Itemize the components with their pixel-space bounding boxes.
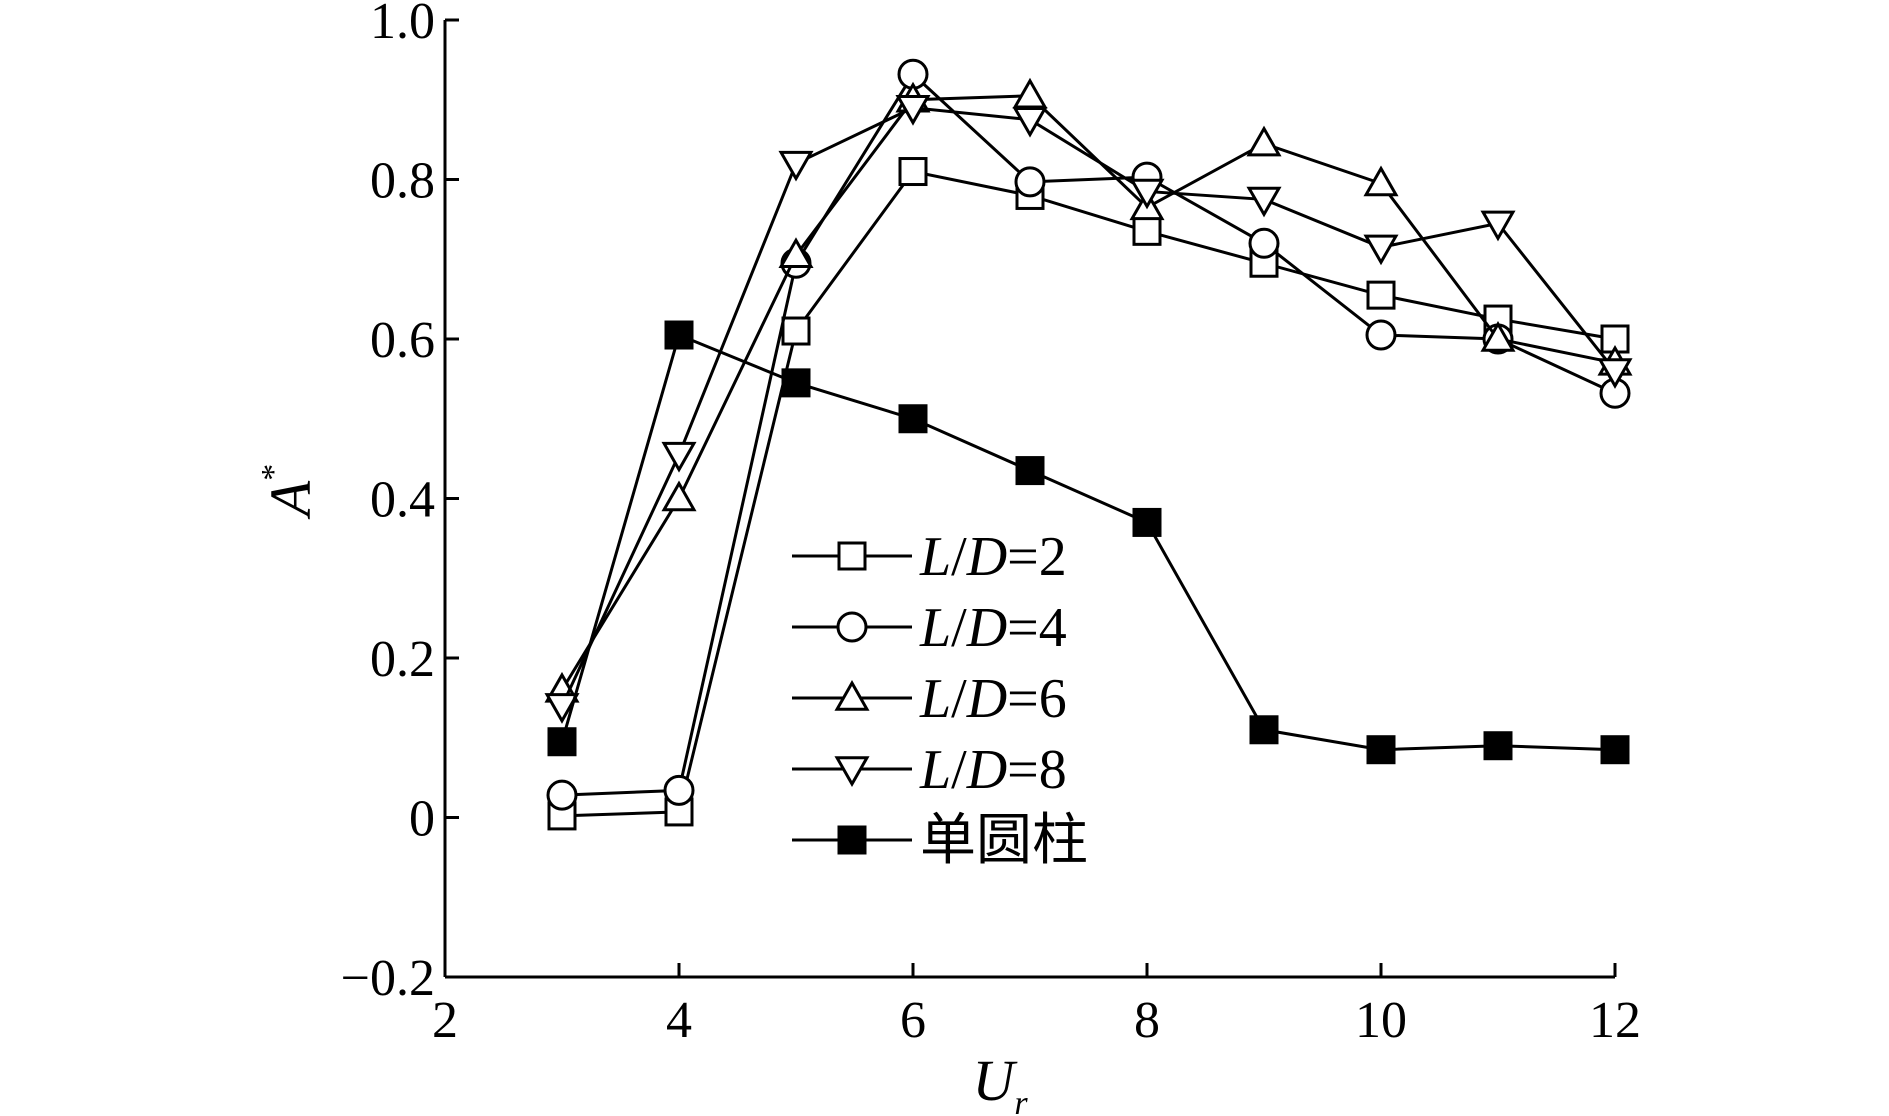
series-line-4	[560, 332, 1616, 752]
y-axis-label: A*	[255, 464, 323, 520]
legend-label-0: L/D=2	[919, 526, 1067, 588]
x-tick-label-6: 6	[900, 992, 926, 1049]
y-tick-label-2: 0.2	[370, 631, 435, 688]
series-2-point-4	[1012, 77, 1048, 109]
legend-marker-0	[837, 541, 867, 571]
legend-marker-2	[834, 680, 870, 711]
y-axis-label-main: A	[258, 480, 323, 520]
series-3-point-8	[1480, 210, 1516, 242]
series-3-point-2	[778, 150, 814, 182]
series-3-point-7	[1363, 234, 1399, 266]
series-2-point-8	[1480, 321, 1516, 352]
series-3-point-9	[1597, 358, 1633, 389]
series-layer	[544, 58, 1633, 831]
series-4-point-7	[1366, 735, 1396, 765]
series-0-point-3	[898, 157, 928, 187]
series-4-point-0	[547, 727, 577, 757]
series-0	[547, 157, 1630, 831]
series-2-point-2	[778, 237, 814, 268]
legend-item-0: L/D=2	[792, 526, 1067, 588]
legend-label-2: L/D=6	[919, 668, 1067, 730]
series-0-point-7	[1366, 280, 1396, 310]
x-axis-label-sub: r	[1014, 1085, 1028, 1116]
x-tick-label-4: 4	[666, 992, 692, 1049]
y-tick-label-0: −0.2	[341, 950, 435, 1007]
legend-label-1: L/D=4	[919, 597, 1067, 659]
y-tick-label-4: 0.6	[370, 312, 435, 369]
series-2-point-6	[1246, 125, 1282, 157]
svg-text:A*: A*	[255, 464, 323, 520]
series-1-point-7	[1365, 319, 1397, 351]
x-ticks: 2 4 6 8 10 12	[432, 963, 1641, 1049]
x-tick-label-2: 2	[432, 992, 458, 1049]
y-tick-label-5: 0.8	[370, 153, 435, 210]
series-1-point-0	[546, 779, 578, 811]
series-line-2	[560, 94, 1616, 691]
legend-marker-4	[837, 825, 867, 855]
series-2	[544, 77, 1633, 703]
series-4-point-8	[1483, 731, 1513, 761]
series-line-1	[561, 71, 1616, 797]
series-0-point-2	[781, 316, 811, 346]
legend-item-1: L/D=4	[792, 597, 1067, 659]
series-line-0	[561, 169, 1616, 818]
series-3	[544, 95, 1633, 724]
legend-item-2: L/D=6	[792, 668, 1067, 730]
series-3-point-6	[1246, 186, 1282, 218]
y-ticks: −0.2 0 0.2 0.4 0.6 0.8 1.0	[341, 0, 459, 1007]
series-3-point-5	[1129, 178, 1165, 210]
series-2-point-7	[1363, 165, 1399, 197]
series-4-point-9	[1600, 735, 1630, 765]
series-1-point-4	[1014, 166, 1046, 198]
series-3-point-3	[895, 95, 931, 126]
series-3-point-4	[1012, 106, 1048, 138]
series-4-point-1	[664, 320, 694, 350]
series-3-point-0	[544, 693, 580, 724]
legend-item-4: 单圆柱	[792, 810, 1088, 872]
legend-label-3: L/D=8	[919, 739, 1067, 801]
legend-item-3: L/D=8	[792, 739, 1067, 801]
series-line-3	[560, 106, 1617, 707]
legend: L/D=2 L/D=4 L/D=6 L/D=8 单圆柱	[792, 526, 1088, 872]
series-2-point-1	[661, 480, 697, 512]
series-1-point-6	[1248, 227, 1280, 259]
x-axis-label: Ur	[972, 1048, 1028, 1116]
legend-marker-1	[836, 611, 868, 643]
x-tick-label-8: 8	[1134, 992, 1160, 1049]
x-tick-label-12: 12	[1589, 992, 1641, 1049]
y-tick-label-3: 0.4	[370, 472, 435, 529]
x-tick-label-10: 10	[1355, 992, 1407, 1049]
series-4-point-5	[1132, 507, 1162, 537]
series-4-point-3	[898, 404, 928, 434]
series-4-point-4	[1015, 456, 1045, 486]
x-axis-label-main: U	[972, 1048, 1018, 1113]
series-3-point-1	[661, 441, 697, 473]
series-4	[547, 320, 1630, 765]
y-tick-label-6: 1.0	[370, 0, 435, 50]
legend-marker-3	[834, 756, 870, 787]
series-1-point-1	[663, 774, 695, 806]
series-4-point-2	[781, 368, 811, 398]
y-tick-label-1: 0	[409, 791, 435, 848]
y-axis-label-sup: *	[255, 464, 292, 481]
legend-label-4: 单圆柱	[920, 810, 1088, 872]
series-4-point-6	[1249, 715, 1279, 745]
series-0-point-5	[1132, 216, 1162, 246]
